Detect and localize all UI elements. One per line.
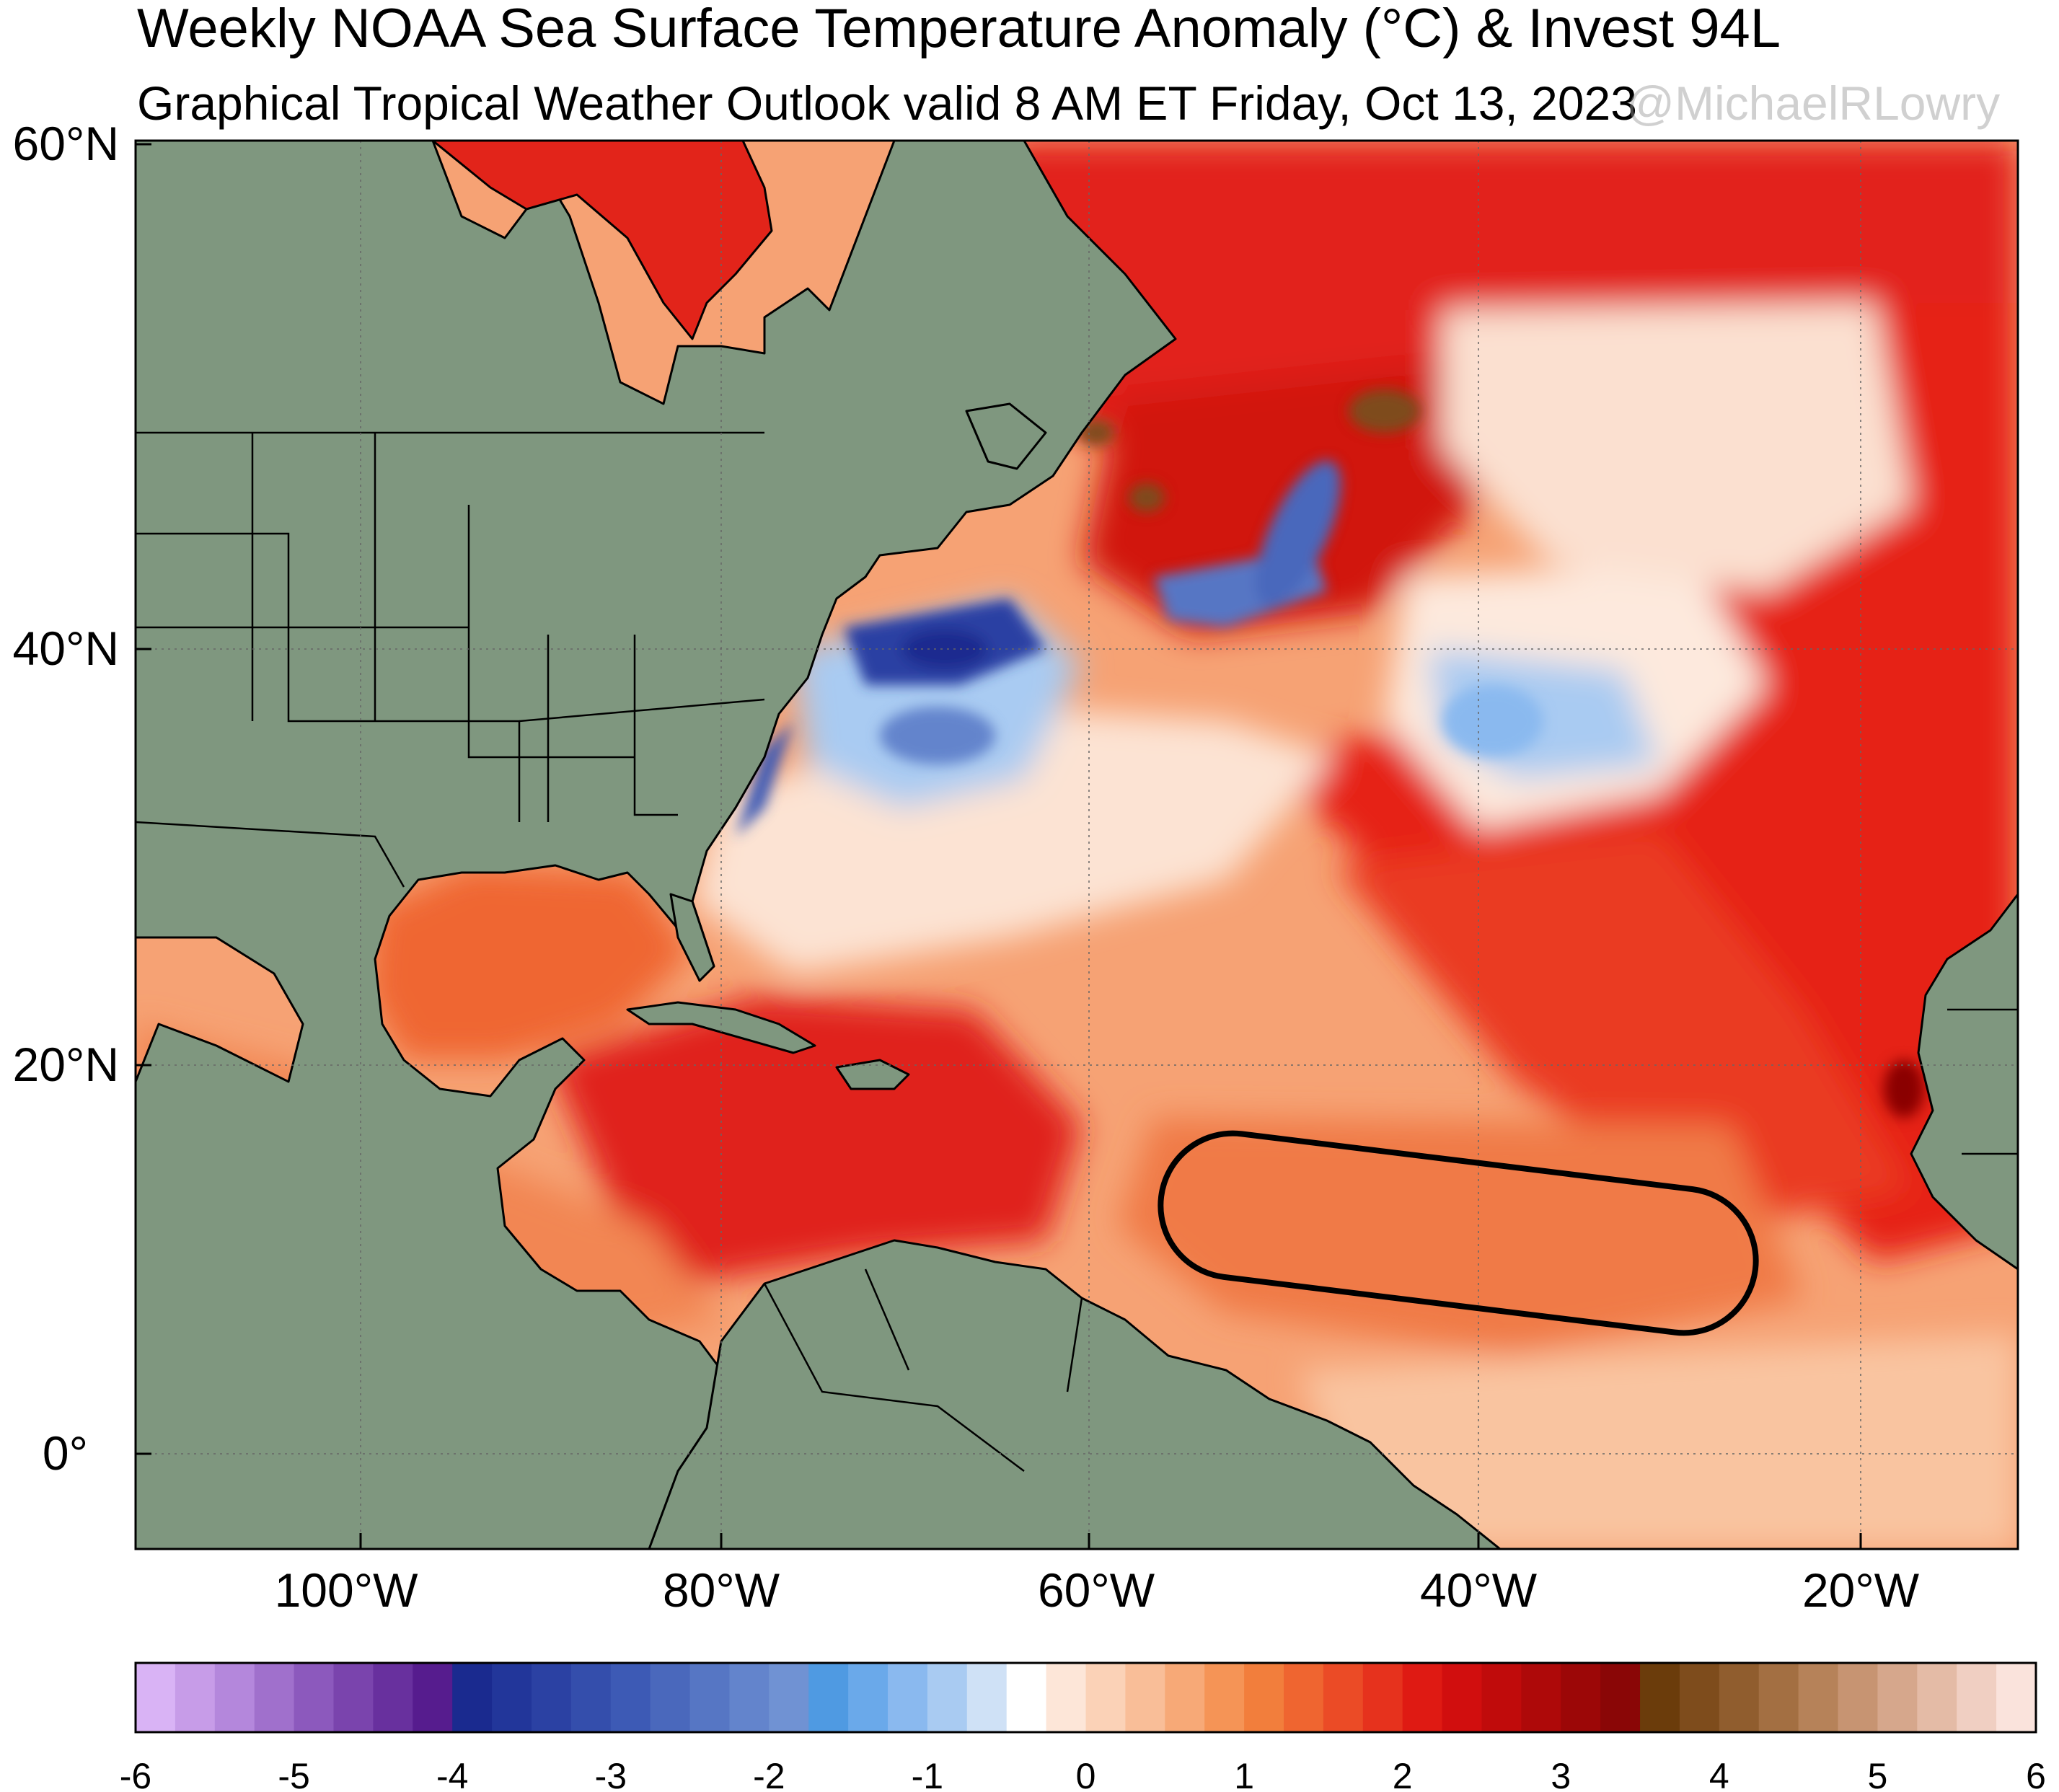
colorbar-tick-label: 5 bbox=[1867, 1756, 1887, 1792]
colorbar-cell bbox=[848, 1663, 889, 1732]
colorbar bbox=[136, 1663, 2037, 1732]
colorbar-tick-label: 6 bbox=[2026, 1756, 2046, 1792]
colorbar-cell bbox=[650, 1663, 691, 1732]
colorbar-cell bbox=[1521, 1663, 1561, 1732]
colorbar-cell bbox=[1283, 1663, 1324, 1732]
colorbar-cell bbox=[136, 1663, 176, 1732]
colorbar-cell bbox=[1996, 1663, 2037, 1732]
lat-label-60n: 60°N bbox=[13, 117, 119, 170]
lon-label-40w: 40°W bbox=[1420, 1563, 1538, 1617]
colorbar-cell bbox=[492, 1663, 532, 1732]
lon-label-60w: 60°W bbox=[1038, 1563, 1155, 1617]
colorbar-cell bbox=[1046, 1663, 1087, 1732]
colorbar-cell bbox=[1719, 1663, 1760, 1732]
colorbar-cell bbox=[1085, 1663, 1126, 1732]
colorbar-tick-label: 3 bbox=[1551, 1756, 1571, 1792]
colorbar-cell bbox=[254, 1663, 295, 1732]
political-borders bbox=[136, 431, 2018, 1472]
colorbar-cell bbox=[1798, 1663, 1839, 1732]
colorbar-tick-label: -5 bbox=[278, 1756, 309, 1792]
lon-label-100w: 100°W bbox=[275, 1563, 419, 1617]
colorbar-cell bbox=[1877, 1663, 1918, 1732]
colorbar-cell bbox=[1481, 1663, 1522, 1732]
map-frame bbox=[134, 139, 2019, 1550]
colorbar-cell bbox=[1442, 1663, 1483, 1732]
colorbar-cell bbox=[1165, 1663, 1205, 1732]
colorbar-tick-label: -1 bbox=[912, 1756, 943, 1792]
colorbar-tick-label: -4 bbox=[436, 1756, 468, 1792]
colorbar-cell bbox=[1362, 1663, 1403, 1732]
colorbar-cell bbox=[413, 1663, 453, 1732]
colorbar-tick-label: 2 bbox=[1393, 1756, 1413, 1792]
colorbar-tick-label: -6 bbox=[120, 1756, 151, 1792]
colorbar-tick-label: -2 bbox=[753, 1756, 785, 1792]
colorbar-cell bbox=[888, 1663, 928, 1732]
colorbar-cell bbox=[1957, 1663, 1997, 1732]
lon-label-20w: 20°W bbox=[1802, 1563, 1920, 1617]
colorbar-cell bbox=[1640, 1663, 1680, 1732]
colorbar-ticks: -6 -5 -4 -3 -2 -1 0 1 2 3 4 5 6 bbox=[120, 1756, 2046, 1792]
lat-label-40n: 40°N bbox=[13, 622, 119, 675]
lon-label-80w: 80°W bbox=[663, 1563, 780, 1617]
graticule bbox=[136, 141, 2018, 1549]
colorbar-cell bbox=[927, 1663, 968, 1732]
map-title: Weekly NOAA Sea Surface Temperature Anom… bbox=[137, 0, 1781, 59]
colorbar-cell bbox=[1125, 1663, 1165, 1732]
colorbar-cell bbox=[294, 1663, 335, 1732]
colorbar-cell bbox=[966, 1663, 1008, 1732]
colorbar-cell bbox=[1679, 1663, 1720, 1732]
colorbar-cell bbox=[808, 1663, 849, 1732]
colorbar-frame bbox=[134, 1661, 2037, 1734]
land-mass bbox=[136, 141, 2018, 1549]
colorbar-cell bbox=[1838, 1663, 1879, 1732]
colorbar-cell bbox=[531, 1663, 572, 1732]
lat-label-20n: 20°N bbox=[13, 1038, 119, 1091]
colorbar-cell bbox=[1402, 1663, 1443, 1732]
colorbar-cell bbox=[729, 1663, 770, 1732]
lat-label-equator: 0° bbox=[43, 1426, 88, 1480]
colorbar-cell bbox=[452, 1663, 493, 1732]
colorbar-cell bbox=[1323, 1663, 1364, 1732]
colorbar-cell bbox=[373, 1663, 413, 1732]
colorbar-cell bbox=[689, 1663, 731, 1732]
colorbar-cell bbox=[1244, 1663, 1284, 1732]
colorbar-cell bbox=[1917, 1663, 1957, 1732]
colorbar-cell bbox=[769, 1663, 809, 1732]
colorbar-cell bbox=[570, 1663, 612, 1732]
watermark: @MichaelRLowry bbox=[1626, 76, 2001, 130]
colorbar-cell bbox=[610, 1663, 651, 1732]
colorbar-tick-label: -3 bbox=[595, 1756, 627, 1792]
colorbar-tick-label: 1 bbox=[1234, 1756, 1254, 1792]
colorbar-cell bbox=[1561, 1663, 1601, 1732]
map-plot-area bbox=[136, 141, 2018, 1549]
colorbar-cell bbox=[333, 1663, 374, 1732]
colorbar-tick-label: 4 bbox=[1709, 1756, 1729, 1792]
map-subtitle: Graphical Tropical Weather Outlook valid… bbox=[137, 76, 1637, 130]
colorbar-cell bbox=[1006, 1663, 1047, 1732]
colorbar-cell bbox=[214, 1663, 255, 1732]
colorbar-cell bbox=[175, 1663, 216, 1732]
colorbar-cell bbox=[1204, 1663, 1245, 1732]
colorbar-tick-label: 0 bbox=[1076, 1756, 1096, 1792]
axis-ticks bbox=[136, 143, 1862, 1549]
colorbar-cell bbox=[1600, 1663, 1641, 1732]
invest-94l-outline bbox=[1158, 1130, 1759, 1336]
colorbar-cell bbox=[1758, 1663, 1799, 1732]
